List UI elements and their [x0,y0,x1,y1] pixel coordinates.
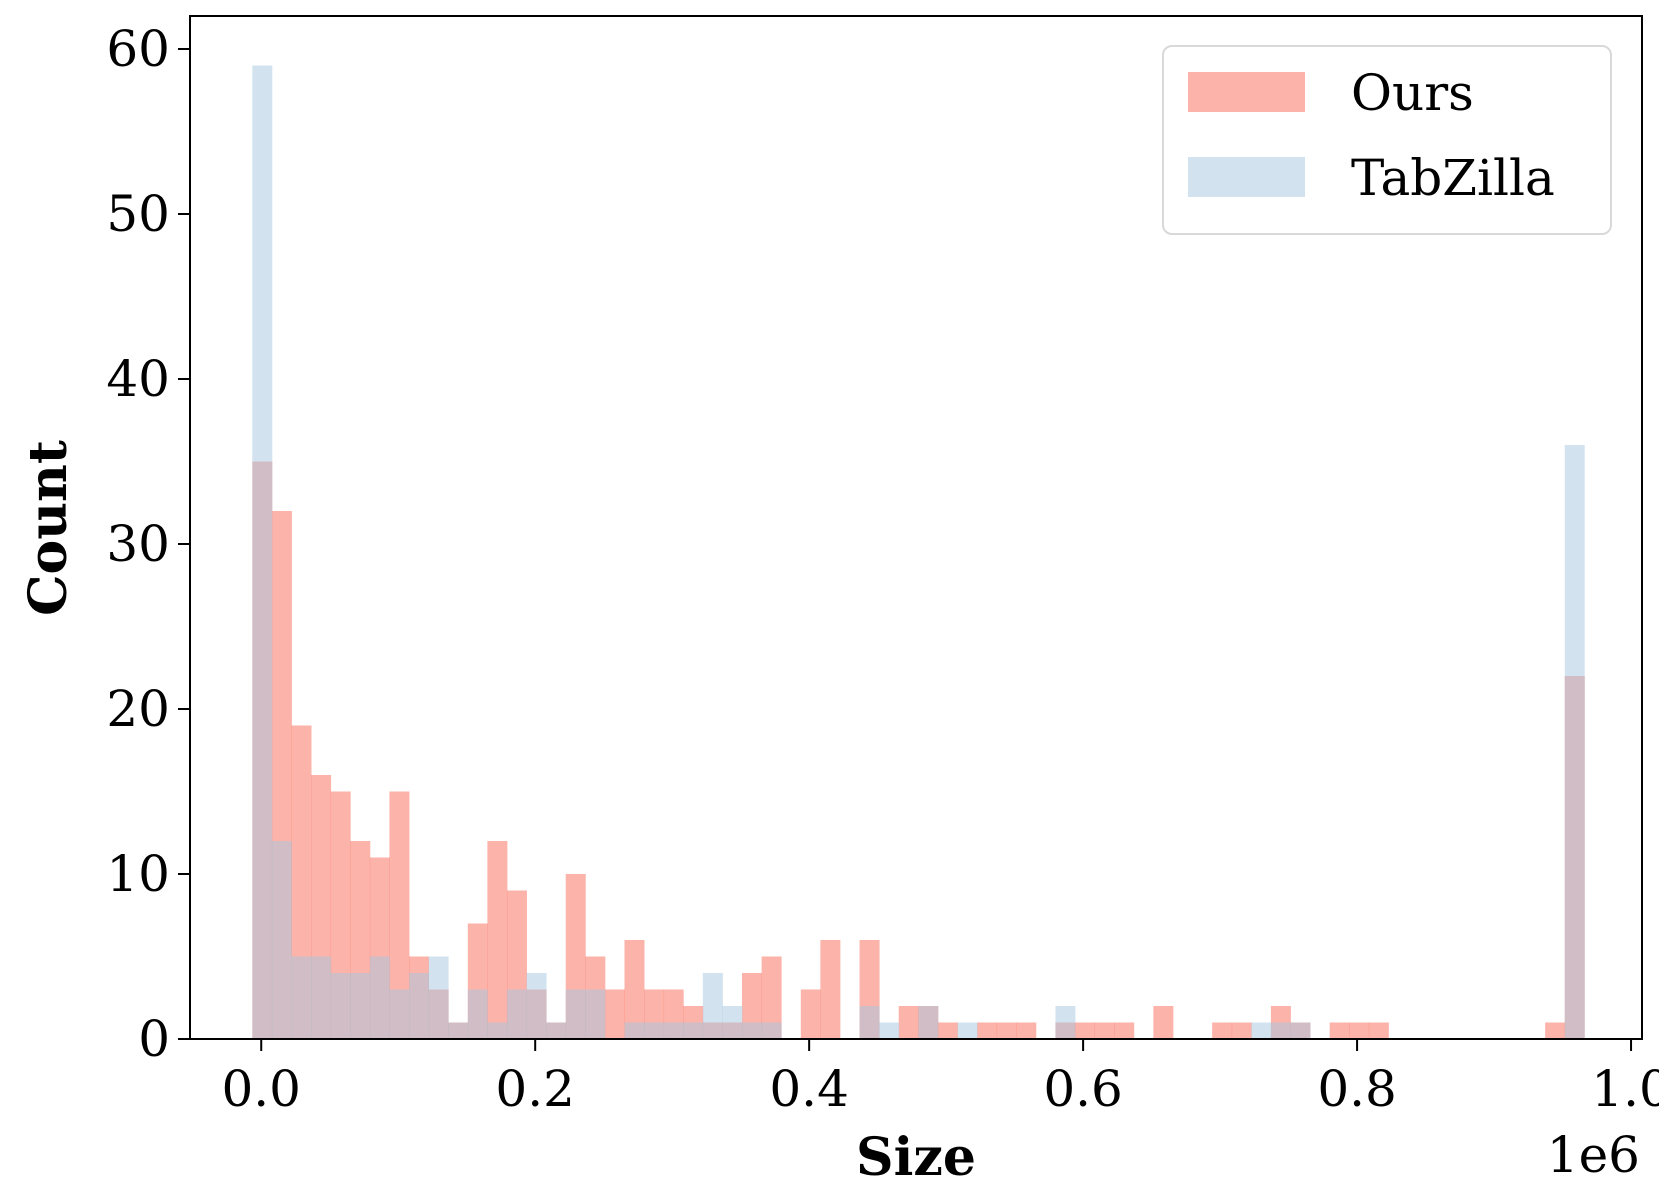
y-tick-label: 30 [106,515,170,573]
bar-tabzilla-2 [291,956,312,1039]
bar-ours-7 [389,791,410,1039]
bar-ours-46 [1153,1006,1174,1039]
y-axis-label: Count [18,440,79,616]
bar-ours-26 [761,956,782,1039]
bar-ours-18 [604,989,625,1039]
bar-tabzilla-7 [389,989,410,1039]
legend-label-tabzilla: TabZilla [1351,149,1555,207]
y-tick-label: 60 [106,20,170,78]
ticks-layer: 0.0 0.2 0.4 0.6 0.8 1.0 0 10 20 30 40 50 60 [106,20,1659,1118]
bar-tabzilla-0 [252,65,273,1039]
bar-ours-38 [996,1022,1017,1039]
bar-ours-43 [1094,1022,1115,1039]
bar-tabzilla-21 [663,1022,684,1039]
x-tick-label: 0.2 [495,1060,575,1118]
bar-ours-66 [1545,1022,1566,1039]
x-tick-label: 0.6 [1043,1060,1123,1118]
bar-tabzilla-5 [350,973,371,1039]
y-tick-label: 50 [106,185,170,243]
bar-tabzilla-15 [546,1022,567,1039]
bar-tabzilla-4 [330,973,351,1039]
bar-ours-57 [1368,1022,1389,1039]
bar-tabzilla-10 [448,1022,469,1039]
bar-tabzilla-9 [428,956,449,1039]
bar-tabzilla-3 [311,956,332,1039]
x-tick-label: 0.4 [769,1060,849,1118]
bar-tabzilla-53 [1290,1022,1311,1039]
bar-tabzilla-41 [1055,1006,1076,1039]
bar-tabzilla-19 [624,1022,645,1039]
bar-tabzilla-24 [722,1006,743,1039]
bar-tabzilla-34 [918,1006,939,1039]
bar-tabzilla-17 [585,989,606,1039]
bar-ours-33 [898,1006,919,1039]
bar-tabzilla-14 [526,973,547,1039]
bar-tabzilla-13 [506,989,527,1039]
bar-tabzilla-31 [859,1006,880,1039]
bar-ours-39 [1016,1022,1037,1039]
legend-label-ours: Ours [1351,64,1474,122]
bar-ours-29 [820,940,841,1039]
bar-tabzilla-23 [702,973,723,1039]
legend-swatch-tabzilla [1188,157,1305,197]
bar-ours-50 [1231,1022,1252,1039]
x-tick-label: 1.0 [1591,1060,1659,1118]
bar-ours-28 [800,989,821,1039]
y-tick-label: 40 [106,350,170,408]
bar-tabzilla-26 [761,1022,782,1039]
bar-ours-12 [487,841,508,1039]
y-tick-label: 0 [138,1010,170,1068]
bar-tabzilla-67 [1564,445,1585,1039]
bar-ours-55 [1329,1022,1350,1039]
bar-tabzilla-51 [1251,1022,1272,1039]
bar-ours-44 [1114,1022,1135,1039]
bar-tabzilla-11 [467,989,488,1039]
bar-tabzilla-1 [271,841,292,1039]
y-tick-label: 20 [106,680,170,738]
bar-tabzilla-6 [369,956,390,1039]
bar-tabzilla-12 [487,1022,508,1039]
bar-ours-35 [937,1022,958,1039]
series-tabzilla [252,65,1585,1039]
bar-ours-37 [977,1022,998,1039]
bar-tabzilla-22 [683,1022,704,1039]
bar-ours-19 [624,940,645,1039]
bar-ours-42 [1075,1022,1096,1039]
bar-tabzilla-20 [644,1022,665,1039]
x-tick-label: 0.8 [1317,1060,1397,1118]
bars-layer [252,65,1585,1039]
legend-swatch-ours [1188,72,1305,112]
x-axis-offset-text: 1e6 [1547,1126,1640,1184]
x-tick-label: 0.0 [221,1060,301,1118]
bar-tabzilla-52 [1270,1022,1291,1039]
bar-ours-49 [1212,1022,1233,1039]
bar-tabzilla-16 [565,989,586,1039]
bar-tabzilla-36 [957,1022,978,1039]
y-tick-label: 10 [106,845,170,903]
bar-tabzilla-25 [742,1022,763,1039]
bar-ours-56 [1349,1022,1370,1039]
plot-frame [189,15,1643,1040]
legend: Ours TabZilla [1162,45,1612,235]
bar-tabzilla-32 [879,1022,900,1039]
bar-tabzilla-8 [409,973,430,1039]
x-axis-label: Size [856,1127,976,1188]
